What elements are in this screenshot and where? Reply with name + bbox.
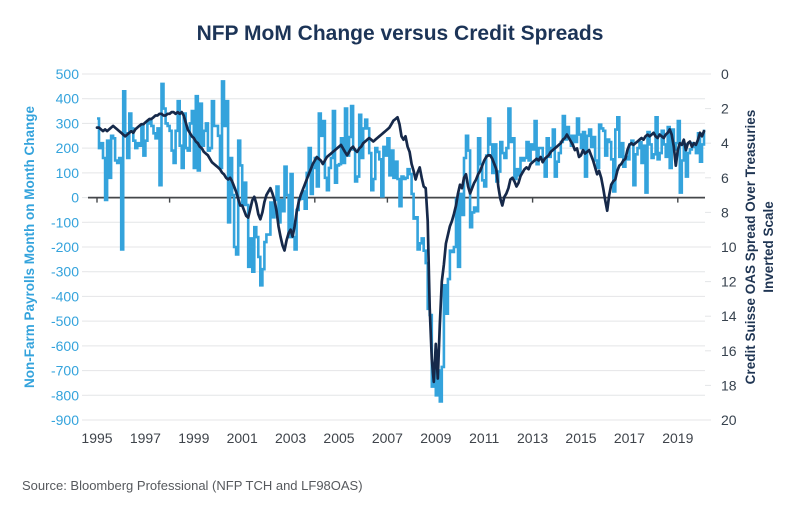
left-tick-label: 500 (56, 66, 80, 82)
x-tick-label: 2007 (372, 430, 403, 446)
chart-plot-area: 5004003002001000-100-200-300-400-500-600… (51, 66, 737, 446)
right-tick-label: 16 (721, 343, 737, 359)
x-tick-label: 2003 (275, 430, 306, 446)
left-tick-label: 100 (56, 165, 80, 181)
right-tick-label: 8 (721, 204, 729, 220)
left-tick-label: -600 (51, 338, 79, 354)
right-tick-label: 10 (721, 239, 737, 255)
x-tick-label: 2013 (517, 430, 548, 446)
left-tick-label: -200 (51, 239, 79, 255)
left-tick-label: -100 (51, 214, 79, 230)
x-tick-label: 1999 (178, 430, 209, 446)
right-tick-label: 6 (721, 170, 729, 186)
right-tick-label: 4 (721, 135, 729, 151)
chart-title: NFP MoM Change versus Credit Spreads (197, 22, 604, 45)
left-tick-label: -800 (51, 387, 79, 403)
left-axis-title: Non-Farm Payrolls Month on Month Change (22, 106, 37, 388)
right-tick-label: 2 (721, 101, 729, 117)
left-tick-label: -400 (51, 288, 79, 304)
right-tick-label: 0 (721, 66, 729, 82)
left-tick-label: -500 (51, 313, 79, 329)
left-tick-label: 300 (56, 115, 80, 131)
left-tick-label: -700 (51, 363, 79, 379)
left-tick-label: -300 (51, 264, 79, 280)
right-axis-title-line2: Inverted Scale (761, 201, 776, 293)
nfp-series-line (97, 80, 706, 403)
right-tick-label: 14 (721, 308, 737, 324)
x-tick-label: 1997 (130, 430, 161, 446)
x-tick-label: 1995 (81, 430, 112, 446)
gridlines (82, 73, 711, 421)
source-note: Source: Bloomberg Professional (NFP TCH … (22, 478, 363, 493)
x-tick-label: 2015 (565, 430, 596, 446)
right-axis-title-line1: Credit Suisse OAS Spread Over Treasuries (743, 110, 758, 385)
right-tick-label: 12 (721, 274, 737, 290)
left-tick-label: 0 (71, 190, 79, 206)
left-tick-label: -900 (51, 412, 79, 428)
x-axis-line (88, 196, 705, 203)
x-tick-label: 2011 (469, 430, 499, 446)
tick-labels: 5004003002001000-100-200-300-400-500-600… (51, 66, 737, 446)
left-tick-label: 200 (56, 140, 80, 156)
x-tick-label: 2005 (323, 430, 354, 446)
x-tick-label: 2017 (614, 430, 645, 446)
right-tick-label: 20 (721, 412, 737, 428)
right-tick-label: 18 (721, 377, 737, 393)
x-tick-label: 2009 (420, 430, 451, 446)
x-tick-label: 2001 (227, 430, 258, 446)
spread-series-line (95, 110, 706, 384)
x-tick-label: 2019 (662, 430, 693, 446)
left-tick-label: 400 (56, 91, 80, 107)
